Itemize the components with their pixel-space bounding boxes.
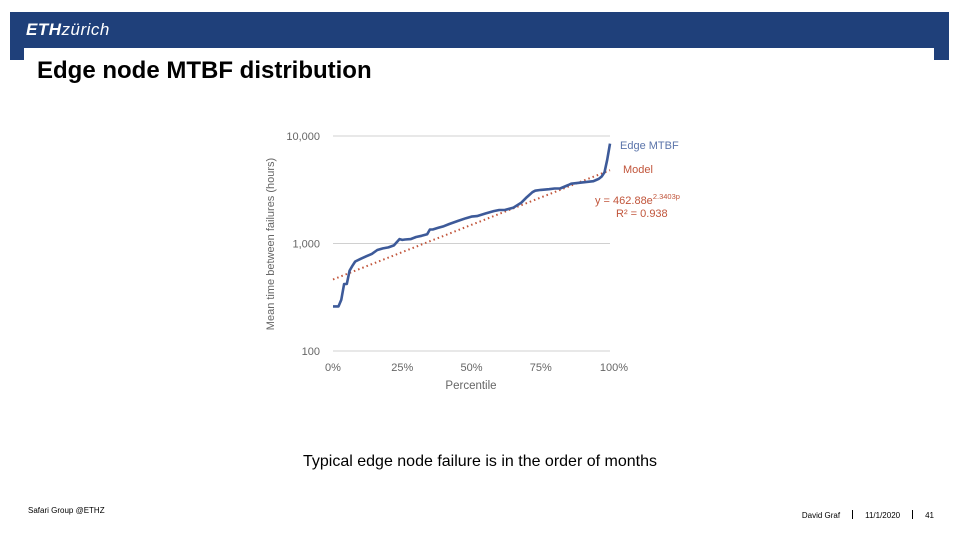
x-tick-label: 25% <box>391 362 413 374</box>
x-tick-labels: 0% 25% 50% 75% 100% <box>325 362 628 374</box>
footer-date: 11/1/2020 <box>865 511 901 520</box>
model-equation: y = 462.88e2.3403p <box>595 192 680 207</box>
mtbf-chart: 100 1,000 10,000 0% 25% 50% 75% 100% Mean time… <box>265 131 680 392</box>
footer-separator <box>852 510 854 519</box>
x-tick-label: 50% <box>460 362 482 374</box>
x-tick-label: 100% <box>600 362 628 374</box>
y-tick-labels: 100 1,000 10,000 <box>286 131 320 358</box>
footer-author: David Graf <box>801 511 841 520</box>
eth-logo: ETHzürich <box>26 20 110 40</box>
edge-mtbf-line <box>333 143 612 308</box>
logo-zurich-text: zürich <box>61 20 110 39</box>
legend-model: Model <box>623 164 653 176</box>
y-tick-label: 10,000 <box>286 131 320 143</box>
model-r-squared: R² = 0.938 <box>616 208 668 220</box>
footer-group-label: Safari Group @ETHZ <box>28 506 105 515</box>
x-axis-label: Percentile <box>445 380 496 392</box>
model-trendline <box>332 169 611 281</box>
model-equation-exponent: 2.3403p <box>653 192 680 201</box>
header-content-strip <box>24 48 934 60</box>
slide-caption: Typical edge node failure is in the orde… <box>303 453 657 470</box>
footer-separator <box>912 510 914 519</box>
y-axis-label: Mean time between failures (hours) <box>265 158 277 330</box>
model-equation-base: y = 462.88e <box>595 195 653 207</box>
x-tick-label: 0% <box>325 362 341 374</box>
logo-eth-text: ETH <box>26 20 62 39</box>
legend-edge-mtbf: Edge MTBF <box>620 140 679 152</box>
footer-info: David Graf 11/1/2020 41 <box>802 510 934 520</box>
slide-title: Edge node MTBF distribution <box>37 57 372 84</box>
y-tick-label: 1,000 <box>292 239 320 251</box>
chart-grid <box>333 135 610 352</box>
x-tick-label: 75% <box>530 362 552 374</box>
footer-page-number: 41 <box>925 511 934 520</box>
y-tick-label: 100 <box>302 346 320 358</box>
